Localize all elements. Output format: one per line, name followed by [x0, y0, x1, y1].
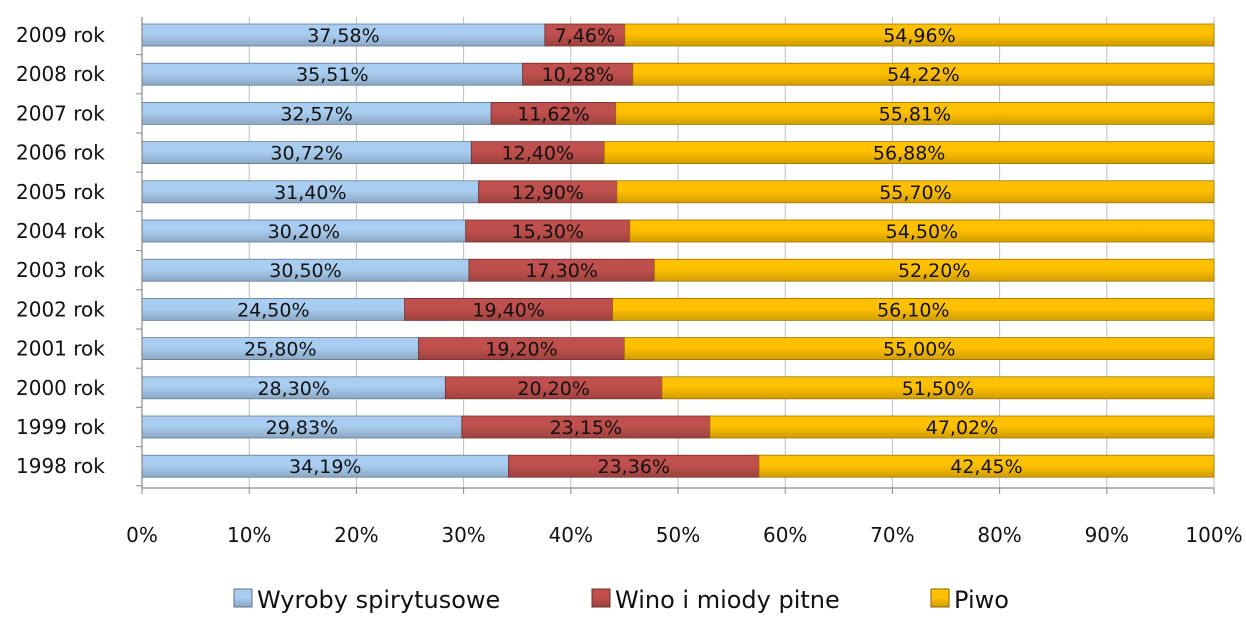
data-label: 54,22% — [887, 64, 959, 86]
data-label: 56,10% — [877, 299, 949, 321]
category-label: 1998 rok — [16, 454, 105, 478]
bar-segment — [758, 454, 1215, 478]
x-tick-label: 50% — [656, 523, 700, 547]
data-label: 28,30% — [257, 378, 329, 400]
bars: 37,58% 7,46% 54,96% 35,51% 10,28% 54,22% 32,57… — [141, 23, 1215, 478]
bar-segment — [629, 219, 1215, 243]
legend-label: Wino i miody pitne — [615, 586, 840, 614]
category-label: 2009 rok — [16, 23, 105, 47]
bar-segment — [616, 180, 1215, 204]
category-label: 2005 rok — [16, 180, 105, 204]
data-label: 51,50% — [902, 378, 974, 400]
data-label: 32,57% — [280, 103, 352, 125]
data-label: 54,96% — [883, 25, 955, 47]
data-label: 12,90% — [512, 182, 584, 204]
data-label: 19,20% — [485, 339, 557, 361]
category-label: 2007 rok — [16, 101, 105, 125]
bar-segment — [632, 62, 1215, 86]
x-tick-label: 90% — [1085, 523, 1129, 547]
x-tick-label: 0% — [126, 523, 158, 547]
legend-swatch — [591, 588, 611, 608]
x-tick-label: 70% — [870, 523, 914, 547]
legend-swatch — [233, 588, 253, 608]
data-label: 25,80% — [244, 339, 316, 361]
bar-segment — [661, 376, 1215, 400]
data-label: 35,51% — [296, 64, 368, 86]
x-tick-label: 20% — [334, 523, 378, 547]
category-label: 2000 rok — [16, 376, 105, 400]
x-tick-label: 100% — [1185, 523, 1242, 547]
category-label: 2008 rok — [16, 62, 105, 86]
legend-label: Wyroby spirytusowe — [257, 586, 500, 614]
x-axis: 0% 10% 20% 30% 40% 50% 60% 70% 80% 90% 100% — [126, 17, 1243, 547]
data-label: 24,50% — [237, 299, 309, 321]
data-label: 30,72% — [270, 143, 342, 165]
data-label: 7,46% — [555, 25, 615, 47]
data-label: 19,40% — [472, 299, 544, 321]
x-tick-label: 30% — [441, 523, 485, 547]
data-label: 12,40% — [502, 143, 574, 165]
data-label: 15,30% — [512, 221, 584, 243]
data-label: 30,50% — [269, 260, 341, 282]
data-label: 34,19% — [289, 456, 361, 478]
data-label: 56,88% — [873, 143, 945, 165]
bar-segment — [624, 337, 1215, 361]
bar-segment — [654, 258, 1215, 282]
data-label: 30,20% — [268, 221, 340, 243]
data-label: 17,30% — [525, 260, 597, 282]
category-labels: 2009 rok 2008 rok 2007 rok 2006 rok 2005 rok… — [16, 23, 142, 487]
category-label: 1999 rok — [16, 415, 105, 439]
grid-lines — [141, 17, 1215, 488]
x-tick-label: 40% — [549, 523, 593, 547]
data-label: 52,20% — [898, 260, 970, 282]
data-label: 54,50% — [886, 221, 958, 243]
bar-segment — [612, 297, 1215, 321]
bar-segment — [709, 415, 1215, 439]
data-label: 55,00% — [883, 339, 955, 361]
data-label: 47,02% — [926, 417, 998, 439]
legend-swatch — [930, 588, 950, 608]
legend: Wyroby spirytusowe Wino i miody pitne Piwo — [233, 586, 1009, 614]
category-label: 2003 rok — [16, 258, 105, 282]
category-label: 2001 rok — [16, 337, 105, 361]
data-label: 55,81% — [879, 103, 951, 125]
data-label: 42,45% — [950, 456, 1022, 478]
category-label: 2004 rok — [16, 219, 105, 243]
data-label: 37,58% — [307, 25, 379, 47]
x-tick-label: 60% — [763, 523, 807, 547]
data-label: 11,62% — [517, 103, 589, 125]
data-label: 23,36% — [597, 456, 669, 478]
data-label: 20,20% — [517, 378, 589, 400]
data-label: 23,15% — [550, 417, 622, 439]
bar-segment — [624, 23, 1215, 47]
category-label: 2006 rok — [16, 141, 105, 165]
legend-label: Piwo — [954, 586, 1009, 614]
data-label: 29,83% — [266, 417, 338, 439]
bar-segment — [615, 102, 1215, 125]
data-label: 31,40% — [274, 182, 346, 204]
data-label: 10,28% — [541, 64, 613, 86]
x-tick-label: 80% — [977, 523, 1021, 547]
category-label: 2002 rok — [16, 297, 105, 321]
x-tick-label: 10% — [227, 523, 271, 547]
bar-segment — [603, 141, 1215, 165]
data-label: 55,70% — [879, 182, 951, 204]
